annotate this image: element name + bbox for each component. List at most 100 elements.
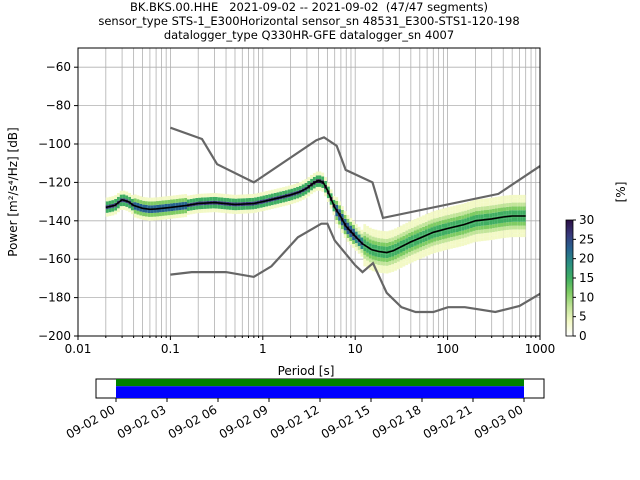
histogram-cell [198, 205, 201, 210]
histogram-cell [346, 222, 350, 227]
colorbar-tick-label: 0 [579, 329, 587, 343]
histogram-cell [142, 212, 146, 217]
histogram-cell [506, 218, 509, 223]
histogram-cell [464, 226, 467, 230]
histogram-cell [410, 258, 414, 263]
histogram-cell [455, 231, 459, 236]
histogram-cell [494, 235, 498, 240]
histogram-cell [167, 199, 171, 204]
histogram-cell [464, 229, 467, 234]
histogram-cell [189, 210, 193, 215]
histogram-cell [385, 242, 389, 247]
histogram-cell [198, 197, 201, 202]
histogram-cell [508, 221, 512, 226]
histogram-cell [363, 227, 367, 232]
histogram-cell [170, 195, 173, 200]
histogram-cell [332, 211, 336, 216]
histogram-cell [388, 265, 392, 269]
histogram-cell [503, 195, 507, 200]
histogram-cell [228, 209, 232, 214]
histogram-cell [396, 238, 400, 243]
histogram-cell [142, 204, 146, 209]
histogram-cell [500, 207, 504, 212]
histogram-cell [128, 196, 132, 201]
histogram-cell [497, 231, 501, 235]
histogram-cell [262, 203, 266, 208]
histogram-cell [377, 241, 381, 246]
histogram-cell [433, 245, 437, 250]
histogram-cell [377, 238, 381, 242]
histogram-cell [136, 199, 140, 204]
histogram-cell [377, 234, 381, 239]
histogram-cell [438, 240, 442, 244]
histogram-cell [114, 210, 118, 215]
histogram-cell [413, 218, 417, 223]
histogram-cell [287, 189, 291, 194]
histogram-cell [380, 257, 383, 262]
histogram-cell [382, 254, 386, 258]
histogram-cell [279, 191, 283, 196]
histogram-cell [472, 211, 476, 216]
histogram-cell [307, 177, 311, 181]
colorbar-bar [565, 219, 574, 337]
histogram-cell [452, 221, 456, 225]
histogram-cell [352, 243, 355, 248]
histogram-cell [464, 202, 467, 207]
histogram-cell [265, 202, 269, 207]
histogram-cell [424, 214, 428, 219]
histogram-cell [405, 257, 409, 262]
histogram-cell [315, 175, 319, 180]
histogram-cell [492, 228, 495, 233]
histogram-cell [186, 199, 190, 204]
histogram-cell [483, 202, 487, 207]
histogram-cell [114, 199, 118, 203]
histogram-cell [494, 223, 498, 228]
histogram-cell [321, 176, 325, 181]
histogram-cell [363, 251, 367, 255]
histogram-cell [441, 239, 445, 244]
histogram-cell [318, 183, 322, 187]
histogram-cell [478, 233, 481, 238]
histogram-cell [408, 221, 411, 226]
histogram-cell [240, 206, 243, 210]
histogram-cell [150, 201, 154, 206]
histogram-cell [438, 220, 442, 225]
histogram-cell [363, 262, 367, 267]
histogram-cell [486, 209, 490, 214]
histogram-cell [480, 225, 484, 230]
histogram-cell [424, 218, 428, 222]
histogram-cell [245, 209, 249, 214]
histogram-cell [117, 208, 120, 213]
histogram-cell [480, 237, 484, 242]
histogram-cell [458, 219, 462, 224]
histogram-cell [427, 251, 431, 256]
histogram-cell [413, 245, 417, 250]
histogram-cell [195, 209, 199, 214]
histogram-cell [259, 196, 263, 201]
histogram-cell [175, 198, 179, 203]
histogram-cell [240, 194, 243, 199]
histogram-cell [178, 210, 182, 214]
histogram-cell [506, 233, 509, 238]
histogram-cell [184, 213, 187, 218]
histogram-cell [178, 202, 182, 207]
histogram-cell [427, 236, 431, 240]
histogram-cell [178, 206, 182, 211]
histogram-cell [131, 198, 134, 203]
histogram-cell [441, 231, 445, 236]
histogram-cell [438, 213, 442, 217]
histogram-cell [497, 227, 501, 232]
histogram-cell [511, 229, 515, 234]
histogram-cell [475, 207, 479, 212]
histogram-cell [111, 200, 115, 204]
histogram-cell [304, 194, 308, 199]
histogram-cell [105, 197, 109, 202]
axes: 0.01 0.1 1 10 100 1000 −200 −180 −160 −140 −120 −10… [38, 60, 555, 356]
histogram-cell [209, 197, 213, 201]
histogram-cell [447, 207, 451, 211]
histogram-cell [203, 205, 207, 209]
histogram-cell [478, 214, 481, 219]
histogram-cell [511, 206, 515, 211]
histogram-cell [321, 184, 325, 188]
histogram-cell [480, 210, 484, 215]
